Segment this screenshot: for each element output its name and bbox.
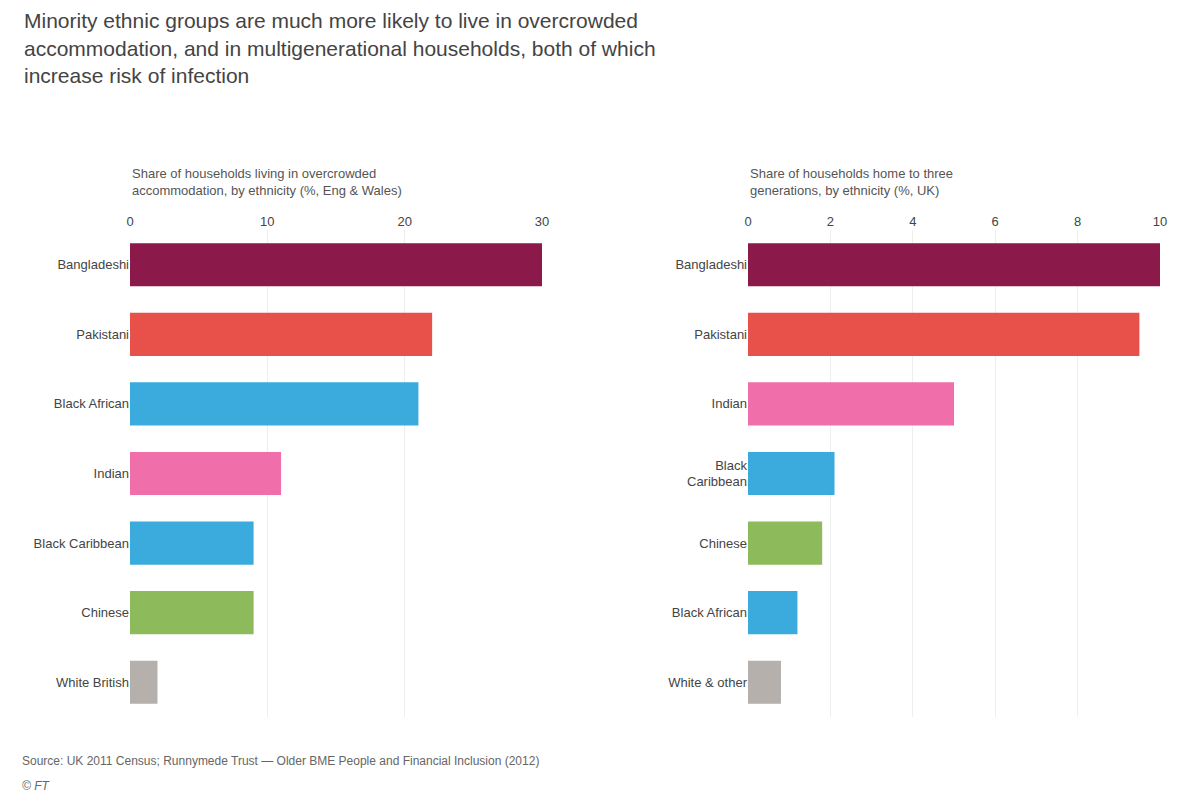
svg-text:4: 4: [909, 214, 916, 229]
svg-text:0: 0: [744, 214, 751, 229]
svg-text:Pakistani: Pakistani: [76, 327, 129, 342]
svg-text:8: 8: [1074, 214, 1081, 229]
svg-text:20: 20: [397, 214, 411, 229]
svg-text:10: 10: [260, 214, 274, 229]
svg-text:Black Caribbean: Black Caribbean: [34, 536, 129, 551]
svg-text:Bangladeshi: Bangladeshi: [57, 257, 129, 272]
svg-text:0: 0: [126, 214, 133, 229]
svg-text:Minority ethnic groups are muc: Minority ethnic groups are much more lik…: [24, 9, 656, 87]
svg-text:Share of households living in: Share of households living in overcrowde…: [132, 166, 402, 198]
svg-text:Bangladeshi: Bangladeshi: [675, 257, 747, 272]
svg-text:Indian: Indian: [712, 396, 747, 411]
svg-text:2: 2: [827, 214, 834, 229]
svg-text:Black African: Black African: [672, 605, 747, 620]
svg-text:Chinese: Chinese: [699, 536, 747, 551]
svg-text:Source: UK 2011 Census; Runnym: Source: UK 2011 Census; Runnymede Trust …: [22, 754, 539, 768]
svg-text:Chinese: Chinese: [81, 605, 129, 620]
svg-text:Black African: Black African: [54, 396, 129, 411]
svg-text:6: 6: [992, 214, 999, 229]
svg-text:© FT: © FT: [22, 779, 51, 793]
svg-text:White & other: White & other: [668, 675, 747, 690]
svg-text:White British: White British: [56, 675, 129, 690]
svg-text:BlackCaribbean: BlackCaribbean: [687, 458, 747, 490]
svg-text:30: 30: [535, 214, 549, 229]
svg-text:10: 10: [1153, 214, 1167, 229]
svg-text:Pakistani: Pakistani: [694, 327, 747, 342]
svg-text:Share of households home to th: Share of households home to threegenerat…: [750, 166, 953, 198]
svg-text:Indian: Indian: [94, 466, 129, 481]
